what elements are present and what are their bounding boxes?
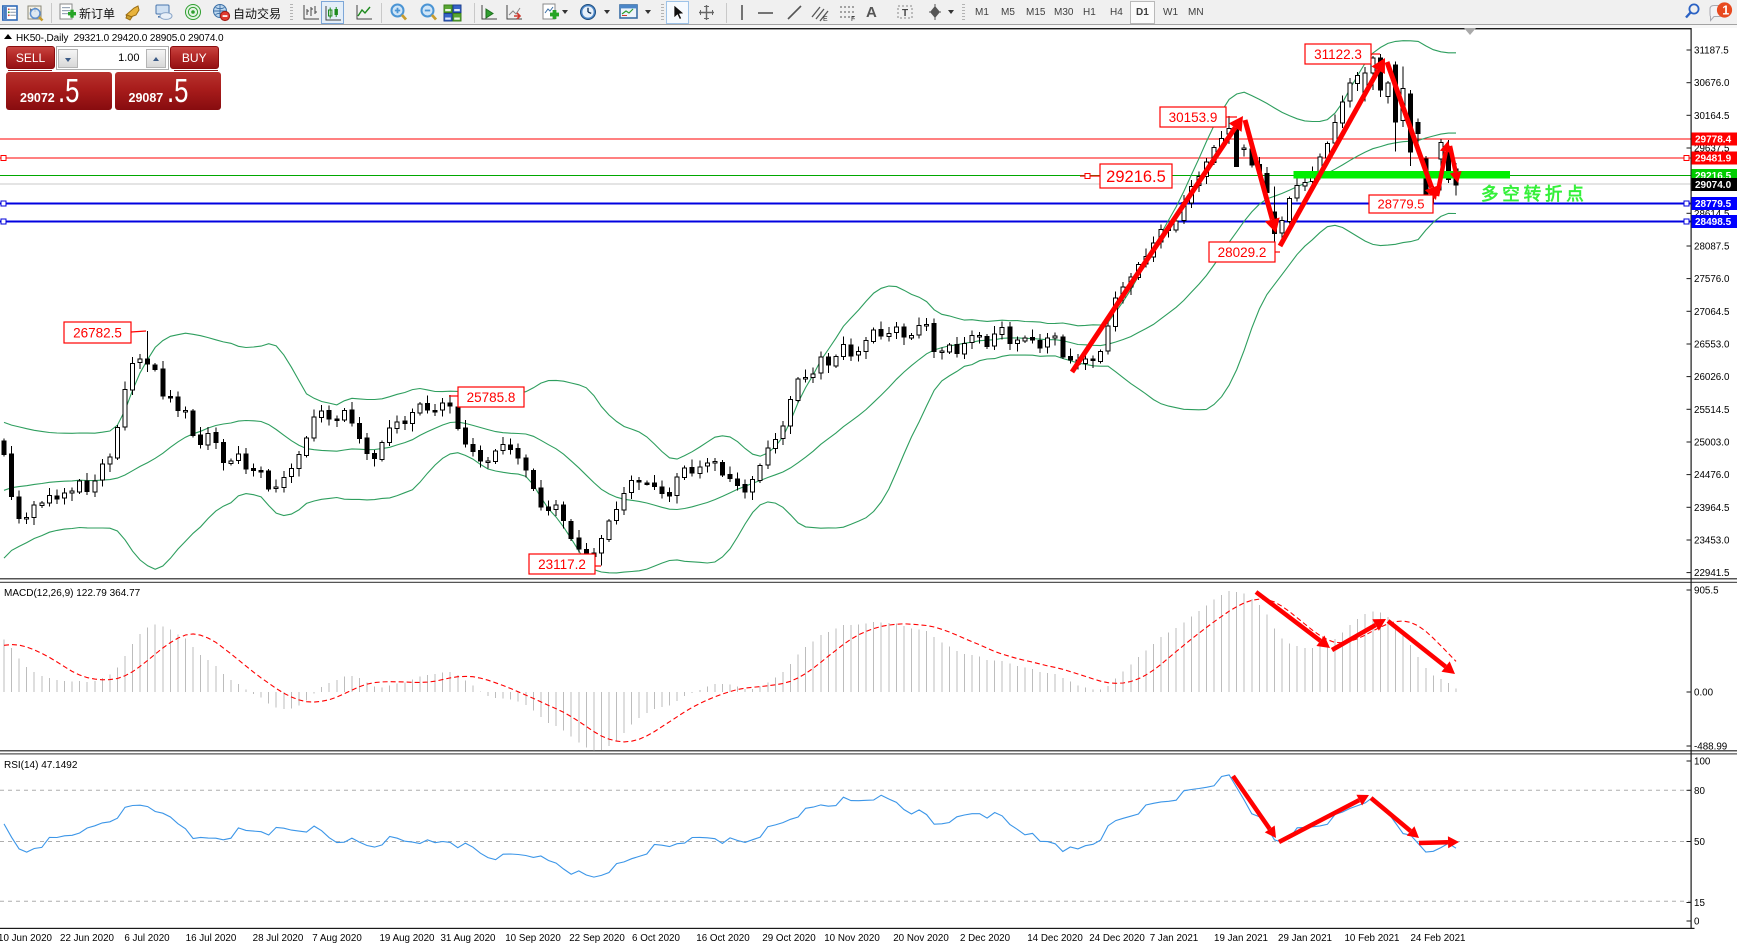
svg-text:14 Dec 2020: 14 Dec 2020 xyxy=(1027,933,1083,944)
svg-text:E: E xyxy=(823,16,828,22)
svg-text:7 Aug 2020: 7 Aug 2020 xyxy=(312,933,362,944)
svg-text:2 Dec 2020: 2 Dec 2020 xyxy=(960,933,1011,944)
svg-text:19 Aug 2020: 19 Aug 2020 xyxy=(379,933,435,944)
svg-text:25785.8: 25785.8 xyxy=(467,390,516,405)
svg-text:10 Feb 2021: 10 Feb 2021 xyxy=(1344,933,1399,944)
svg-text:20 Nov 2020: 20 Nov 2020 xyxy=(893,933,949,944)
svg-text:29 Oct 2020: 29 Oct 2020 xyxy=(762,933,816,944)
svg-text:29481.9: 29481.9 xyxy=(1695,154,1732,165)
svg-text:25514.5: 25514.5 xyxy=(1694,405,1730,416)
svg-text:31187.5: 31187.5 xyxy=(1694,46,1729,57)
svg-text:29216.5: 29216.5 xyxy=(1695,171,1732,182)
svg-text:24 Dec 2020: 24 Dec 2020 xyxy=(1089,933,1145,944)
svg-text:28498.5: 28498.5 xyxy=(1695,217,1732,228)
svg-text:25003.0: 25003.0 xyxy=(1694,438,1730,449)
svg-text:23117.2: 23117.2 xyxy=(538,557,586,572)
svg-text:1: 1 xyxy=(1722,3,1729,17)
svg-text:MACD(12,26,9) 122.79 364.77: MACD(12,26,9) 122.79 364.77 xyxy=(4,588,141,599)
svg-text:6 Jul 2020: 6 Jul 2020 xyxy=(124,933,170,944)
svg-text:31122.3: 31122.3 xyxy=(1314,47,1362,62)
svg-text:27576.0: 27576.0 xyxy=(1694,274,1730,285)
svg-text:28779.5: 28779.5 xyxy=(1695,199,1732,210)
svg-text:22 Sep 2020: 22 Sep 2020 xyxy=(569,933,625,944)
svg-text:31 Aug 2020: 31 Aug 2020 xyxy=(440,933,496,944)
svg-text:7 Jan 2021: 7 Jan 2021 xyxy=(1150,933,1198,944)
svg-text:29637.5: 29637.5 xyxy=(1694,144,1730,155)
svg-text:26782.5: 26782.5 xyxy=(73,325,122,340)
svg-text:905.5: 905.5 xyxy=(1694,586,1719,597)
svg-text:30153.9: 30153.9 xyxy=(1169,110,1218,125)
svg-text:23964.5: 23964.5 xyxy=(1694,503,1730,514)
svg-text:26553.0: 26553.0 xyxy=(1694,340,1730,351)
svg-text:29778.4: 29778.4 xyxy=(1695,135,1732,146)
svg-text:10 Jun 2020: 10 Jun 2020 xyxy=(0,933,53,944)
svg-text:16 Oct 2020: 16 Oct 2020 xyxy=(696,933,750,944)
svg-text:19 Jan 2021: 19 Jan 2021 xyxy=(1214,933,1268,944)
svg-text:100: 100 xyxy=(1694,757,1711,768)
svg-text:F: F xyxy=(851,16,855,22)
svg-text:27064.5: 27064.5 xyxy=(1694,307,1730,318)
svg-text:16 Jul 2020: 16 Jul 2020 xyxy=(186,933,237,944)
svg-text:24476.0: 24476.0 xyxy=(1694,470,1730,481)
svg-text:29216.5: 29216.5 xyxy=(1106,168,1166,186)
svg-text:29 Jan 2021: 29 Jan 2021 xyxy=(1278,933,1332,944)
svg-text:24 Feb 2021: 24 Feb 2021 xyxy=(1410,933,1465,944)
svg-text:22 Jun 2020: 22 Jun 2020 xyxy=(60,933,114,944)
svg-text:多空转折点: 多空转折点 xyxy=(1481,184,1588,204)
svg-text:80: 80 xyxy=(1694,786,1705,797)
svg-text:26026.0: 26026.0 xyxy=(1694,372,1730,383)
svg-text:29074.0: 29074.0 xyxy=(1695,180,1732,191)
svg-text:28779.5: 28779.5 xyxy=(1378,197,1425,212)
svg-text:28 Jul 2020: 28 Jul 2020 xyxy=(253,933,304,944)
svg-text:6 Oct 2020: 6 Oct 2020 xyxy=(632,933,680,944)
svg-text:23453.0: 23453.0 xyxy=(1694,536,1730,547)
svg-text:T: T xyxy=(902,8,908,19)
svg-text:10 Sep 2020: 10 Sep 2020 xyxy=(505,933,561,944)
svg-text:-488.99: -488.99 xyxy=(1694,742,1727,753)
svg-text:15: 15 xyxy=(1694,898,1705,909)
svg-text:0: 0 xyxy=(1694,917,1700,928)
svg-text:28029.2: 28029.2 xyxy=(1218,245,1267,260)
svg-text:10 Nov 2020: 10 Nov 2020 xyxy=(824,933,880,944)
svg-text:22941.5: 22941.5 xyxy=(1694,568,1730,579)
svg-text:50: 50 xyxy=(1694,837,1705,848)
svg-text:0.00: 0.00 xyxy=(1694,688,1714,699)
svg-text:RSI(14) 47.1492: RSI(14) 47.1492 xyxy=(4,760,78,771)
svg-text:30164.5: 30164.5 xyxy=(1694,111,1730,122)
svg-text:28614.5: 28614.5 xyxy=(1694,209,1730,220)
svg-text:28087.5: 28087.5 xyxy=(1694,242,1730,253)
svg-text:30676.0: 30676.0 xyxy=(1694,78,1730,89)
